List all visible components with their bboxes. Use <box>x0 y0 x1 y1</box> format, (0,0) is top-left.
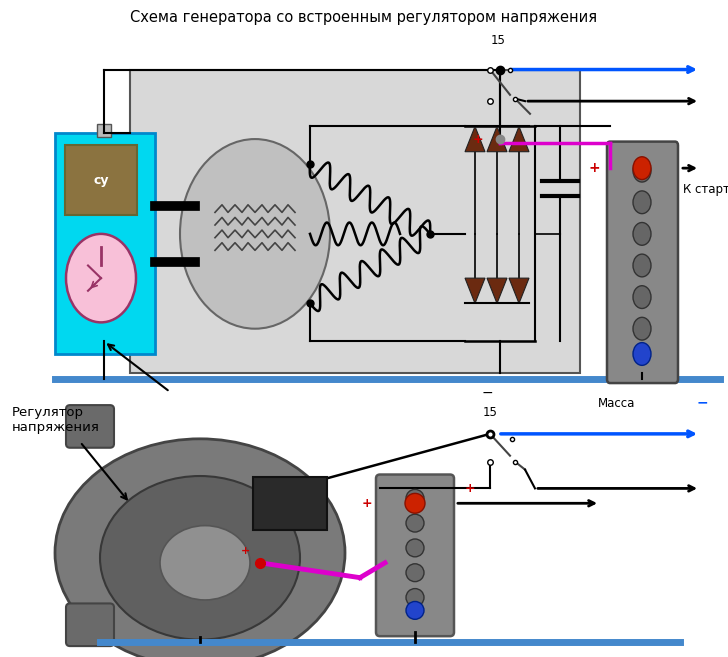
Circle shape <box>633 317 651 340</box>
Circle shape <box>405 493 425 513</box>
Bar <box>55 133 155 354</box>
Text: К стартеру: К стартеру <box>683 183 728 196</box>
Circle shape <box>406 601 424 620</box>
Circle shape <box>406 589 424 606</box>
FancyBboxPatch shape <box>66 405 114 448</box>
Circle shape <box>633 223 651 245</box>
FancyBboxPatch shape <box>253 476 327 530</box>
Ellipse shape <box>55 439 345 657</box>
Circle shape <box>406 514 424 532</box>
Text: −: − <box>484 652 496 657</box>
Text: 15: 15 <box>491 34 505 47</box>
Text: +: + <box>464 482 475 495</box>
Text: −: − <box>697 396 708 410</box>
Circle shape <box>633 191 651 214</box>
Circle shape <box>633 159 651 182</box>
Text: су: су <box>93 174 108 187</box>
Circle shape <box>633 157 651 179</box>
Circle shape <box>633 286 651 309</box>
Circle shape <box>406 564 424 581</box>
Text: −: − <box>481 386 493 399</box>
Text: +: + <box>241 546 250 556</box>
FancyBboxPatch shape <box>376 474 454 636</box>
Polygon shape <box>465 278 485 304</box>
Text: Масса: Масса <box>598 397 636 410</box>
Text: +: + <box>361 497 372 510</box>
FancyBboxPatch shape <box>66 603 114 646</box>
Text: +: + <box>588 161 600 175</box>
Bar <box>97 124 111 137</box>
Polygon shape <box>487 126 507 152</box>
Bar <box>65 145 137 215</box>
Circle shape <box>406 539 424 557</box>
Polygon shape <box>509 126 529 152</box>
Circle shape <box>633 342 651 365</box>
Ellipse shape <box>160 526 250 600</box>
Text: Схема генератора со встроенным регулятором напряжения: Схема генератора со встроенным регулятор… <box>130 10 598 25</box>
Circle shape <box>180 139 330 328</box>
Text: Регулятор
напряжения: Регулятор напряжения <box>12 406 100 434</box>
Circle shape <box>66 234 136 323</box>
Circle shape <box>406 489 424 507</box>
Polygon shape <box>509 278 529 304</box>
Polygon shape <box>465 126 485 152</box>
Polygon shape <box>487 278 507 304</box>
Text: +: + <box>472 133 483 146</box>
Bar <box>130 70 580 373</box>
Text: 15: 15 <box>483 406 497 419</box>
Circle shape <box>633 254 651 277</box>
FancyBboxPatch shape <box>607 142 678 383</box>
Ellipse shape <box>100 476 300 640</box>
